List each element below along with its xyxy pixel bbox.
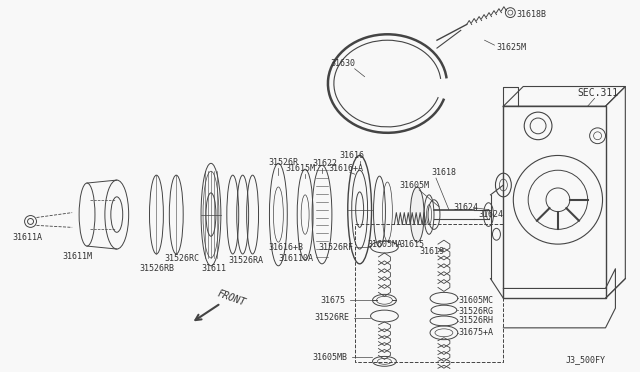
Text: 31675: 31675 [320,296,345,305]
Text: 31616+B: 31616+B [268,243,303,251]
Text: 31624: 31624 [454,203,479,212]
Text: 31526RB: 31526RB [140,264,175,273]
Text: 31615M: 31615M [285,164,316,173]
Text: 31619: 31619 [419,247,444,256]
Text: 31618B: 31618B [516,10,547,19]
Text: 31675+A: 31675+A [459,328,494,337]
Text: J3_500FY: J3_500FY [566,355,606,364]
Text: SEC.311: SEC.311 [578,89,619,99]
Text: 31625M: 31625M [497,43,527,52]
Text: 31605M: 31605M [399,180,429,189]
Text: 31611A: 31611A [13,233,43,242]
Text: 31624: 31624 [479,210,504,219]
Text: 31526RG: 31526RG [459,307,494,315]
Text: 31526RF: 31526RF [318,243,353,251]
Text: FRONT: FRONT [216,289,247,308]
Ellipse shape [410,187,424,242]
Text: 31615: 31615 [399,240,424,248]
Text: 31605MB: 31605MB [312,353,347,362]
Text: 31605MC: 31605MC [459,296,494,305]
Text: 31622: 31622 [312,159,337,168]
Text: 31526RH: 31526RH [459,317,494,326]
Text: 31616+A: 31616+A [328,164,363,173]
Text: 31526RE: 31526RE [314,314,349,323]
Text: 31526RC: 31526RC [164,254,200,263]
Text: 31611: 31611 [201,264,226,273]
Text: 31611M: 31611M [62,253,92,262]
Text: 316110A: 316110A [278,254,314,263]
Text: 31616: 31616 [340,151,365,160]
Text: 31526RA: 31526RA [228,256,264,265]
Text: 31630: 31630 [330,60,355,68]
Text: 31526R: 31526R [268,158,298,167]
Text: 31618: 31618 [431,168,456,177]
Text: 31605MA: 31605MA [367,240,403,248]
